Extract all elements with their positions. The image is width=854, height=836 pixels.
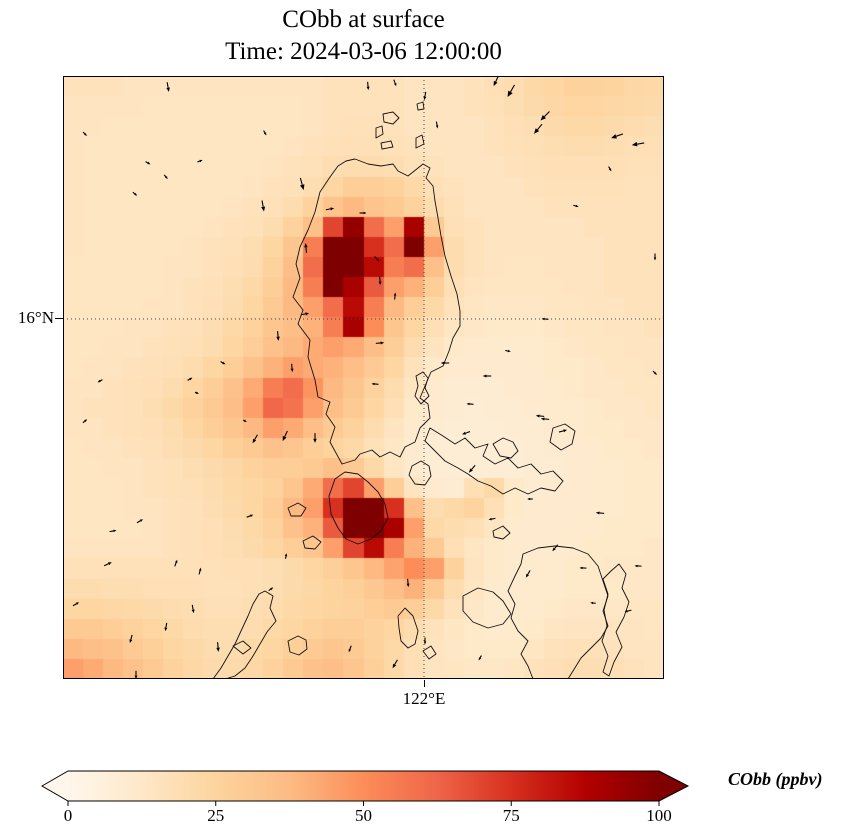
colorbar-tick-label: 75	[502, 806, 520, 825]
x-axis-tick-mark	[424, 680, 425, 687]
y-axis-tick-label: 16°N	[17, 308, 54, 327]
y-axis-tick-mark	[55, 318, 63, 319]
chart-subtitle: Time: 2024-03-06 12:00:00	[225, 38, 502, 65]
x-axis-tick-label: 122°E	[402, 689, 446, 708]
colorbar-label: CObb (ppbv)	[728, 769, 823, 789]
chart-title: CObb at surface	[282, 6, 445, 33]
colorbar-tick-label: 100	[646, 806, 672, 825]
colorbar	[40, 770, 690, 806]
map-overlay-coastlines-arrows	[63, 76, 664, 679]
colorbar-tick-label: 25	[207, 806, 225, 825]
colorbar-tick-label: 0	[63, 806, 73, 825]
heatmap-canvas	[63, 76, 664, 679]
colorbar-tick-label: 50	[355, 806, 372, 825]
